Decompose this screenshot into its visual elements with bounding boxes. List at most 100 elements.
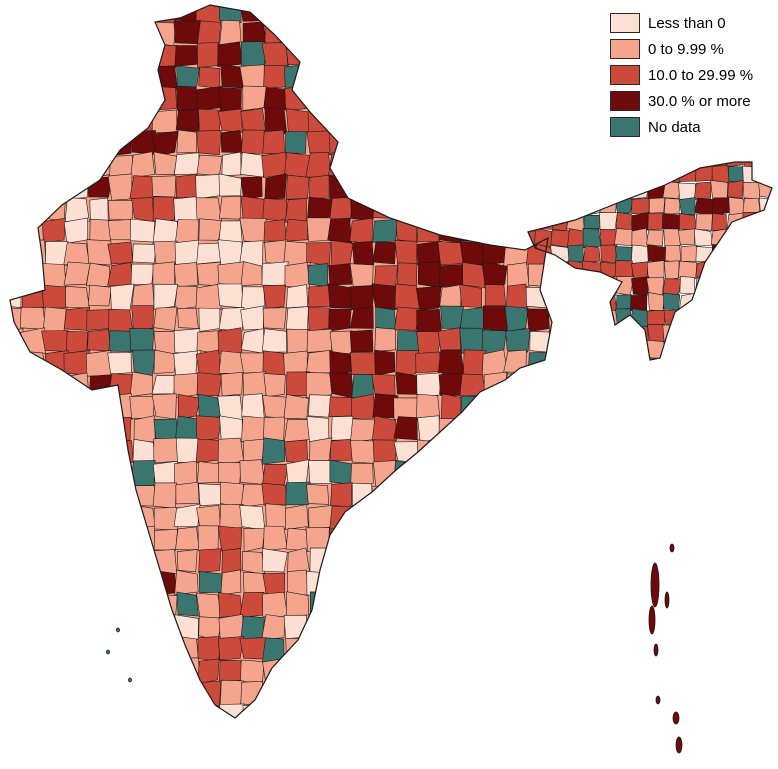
district-region	[417, 64, 442, 91]
district-region	[353, 526, 376, 550]
district-region-northeast	[663, 168, 679, 183]
district-region	[394, 548, 419, 571]
district-region	[463, 618, 486, 637]
district-region	[175, 46, 199, 67]
district-region	[108, 571, 131, 594]
district-region	[66, 88, 89, 113]
district-region	[372, 528, 397, 552]
district-region	[441, 726, 465, 751]
district-region	[154, 661, 178, 680]
district-region	[286, 660, 310, 684]
district-region	[505, 175, 527, 201]
district-region	[45, 682, 67, 705]
district-region	[506, 461, 530, 485]
district-region-northeast	[536, 165, 554, 184]
district-region	[372, 65, 396, 87]
district-region	[0, 549, 24, 573]
legend-swatch-no-data	[610, 117, 640, 137]
district-region	[218, 109, 242, 133]
district-region	[177, 130, 197, 153]
district-region	[197, 505, 221, 528]
district-region	[174, 373, 200, 398]
district-region-northeast	[568, 164, 584, 182]
district-region	[328, 725, 353, 749]
district-region	[86, 658, 108, 681]
district-region	[353, 242, 374, 266]
district-region-northeast	[745, 295, 759, 310]
district-region	[110, 155, 134, 176]
district-region-northeast	[631, 245, 648, 264]
district-region-northeast	[648, 245, 666, 262]
district-region-northeast	[664, 199, 680, 215]
district-region	[548, 284, 574, 309]
district-region	[528, 702, 550, 727]
district-region-northeast	[712, 165, 729, 183]
district-region	[352, 86, 375, 113]
district-region	[526, 2, 551, 23]
district-region	[417, 109, 440, 134]
district-region	[174, 329, 200, 354]
district-region	[550, 526, 573, 551]
district-region	[394, 461, 419, 486]
district-region	[176, 527, 200, 550]
district-region	[504, 484, 527, 507]
district-region	[21, 44, 46, 66]
district-region	[527, 680, 549, 706]
district-region	[88, 109, 112, 133]
district-region	[548, 549, 575, 574]
legend-swatch-10-to-30	[610, 65, 640, 85]
district-region	[395, 284, 420, 309]
district-region	[197, 262, 221, 286]
district-region	[416, 549, 440, 574]
district-region	[22, 286, 43, 309]
district-region	[416, 352, 441, 373]
district-region	[506, 329, 530, 353]
district-region	[285, 440, 308, 464]
district-region-northeast	[568, 197, 585, 215]
district-region	[529, 133, 551, 155]
district-region	[64, 615, 89, 640]
district-region-northeast	[551, 341, 570, 359]
district-region-northeast	[520, 198, 538, 215]
district-region	[418, 681, 442, 705]
district-region-northeast	[727, 149, 744, 167]
district-region	[505, 110, 528, 135]
legend-label: No data	[648, 119, 701, 136]
district-region	[330, 110, 353, 133]
district-region	[307, 484, 329, 504]
district-region-northeast	[680, 356, 695, 375]
district-region	[21, 484, 44, 508]
district-region-northeast	[568, 151, 584, 167]
district-region-northeast	[678, 229, 695, 245]
district-region-northeast	[568, 311, 583, 328]
district-region	[331, 21, 353, 44]
district-region	[504, 373, 530, 396]
district-region-northeast	[520, 167, 535, 183]
district-region	[418, 262, 442, 288]
district-region	[529, 508, 551, 530]
district-region	[507, 416, 528, 440]
district-region	[177, 592, 199, 616]
district-region	[64, 702, 88, 726]
district-region	[218, 42, 243, 67]
district-region	[218, 724, 244, 748]
district-region-northeast	[679, 198, 695, 216]
district-region	[219, 593, 243, 618]
district-region	[548, 724, 574, 749]
district-region-northeast	[632, 149, 649, 167]
district-region-northeast	[711, 309, 730, 326]
district-region-northeast	[726, 293, 743, 311]
district-region	[64, 307, 90, 330]
district-region	[0, 530, 22, 552]
district-region-northeast	[551, 311, 568, 328]
district-region	[549, 374, 574, 397]
district-region	[549, 659, 573, 683]
district-region	[218, 438, 244, 464]
district-region-northeast	[632, 228, 648, 248]
district-region	[462, 439, 486, 464]
district-region	[372, 374, 396, 395]
district-region	[354, 153, 376, 175]
district-region	[23, 526, 43, 552]
district-region	[373, 21, 397, 42]
district-region	[330, 460, 354, 485]
